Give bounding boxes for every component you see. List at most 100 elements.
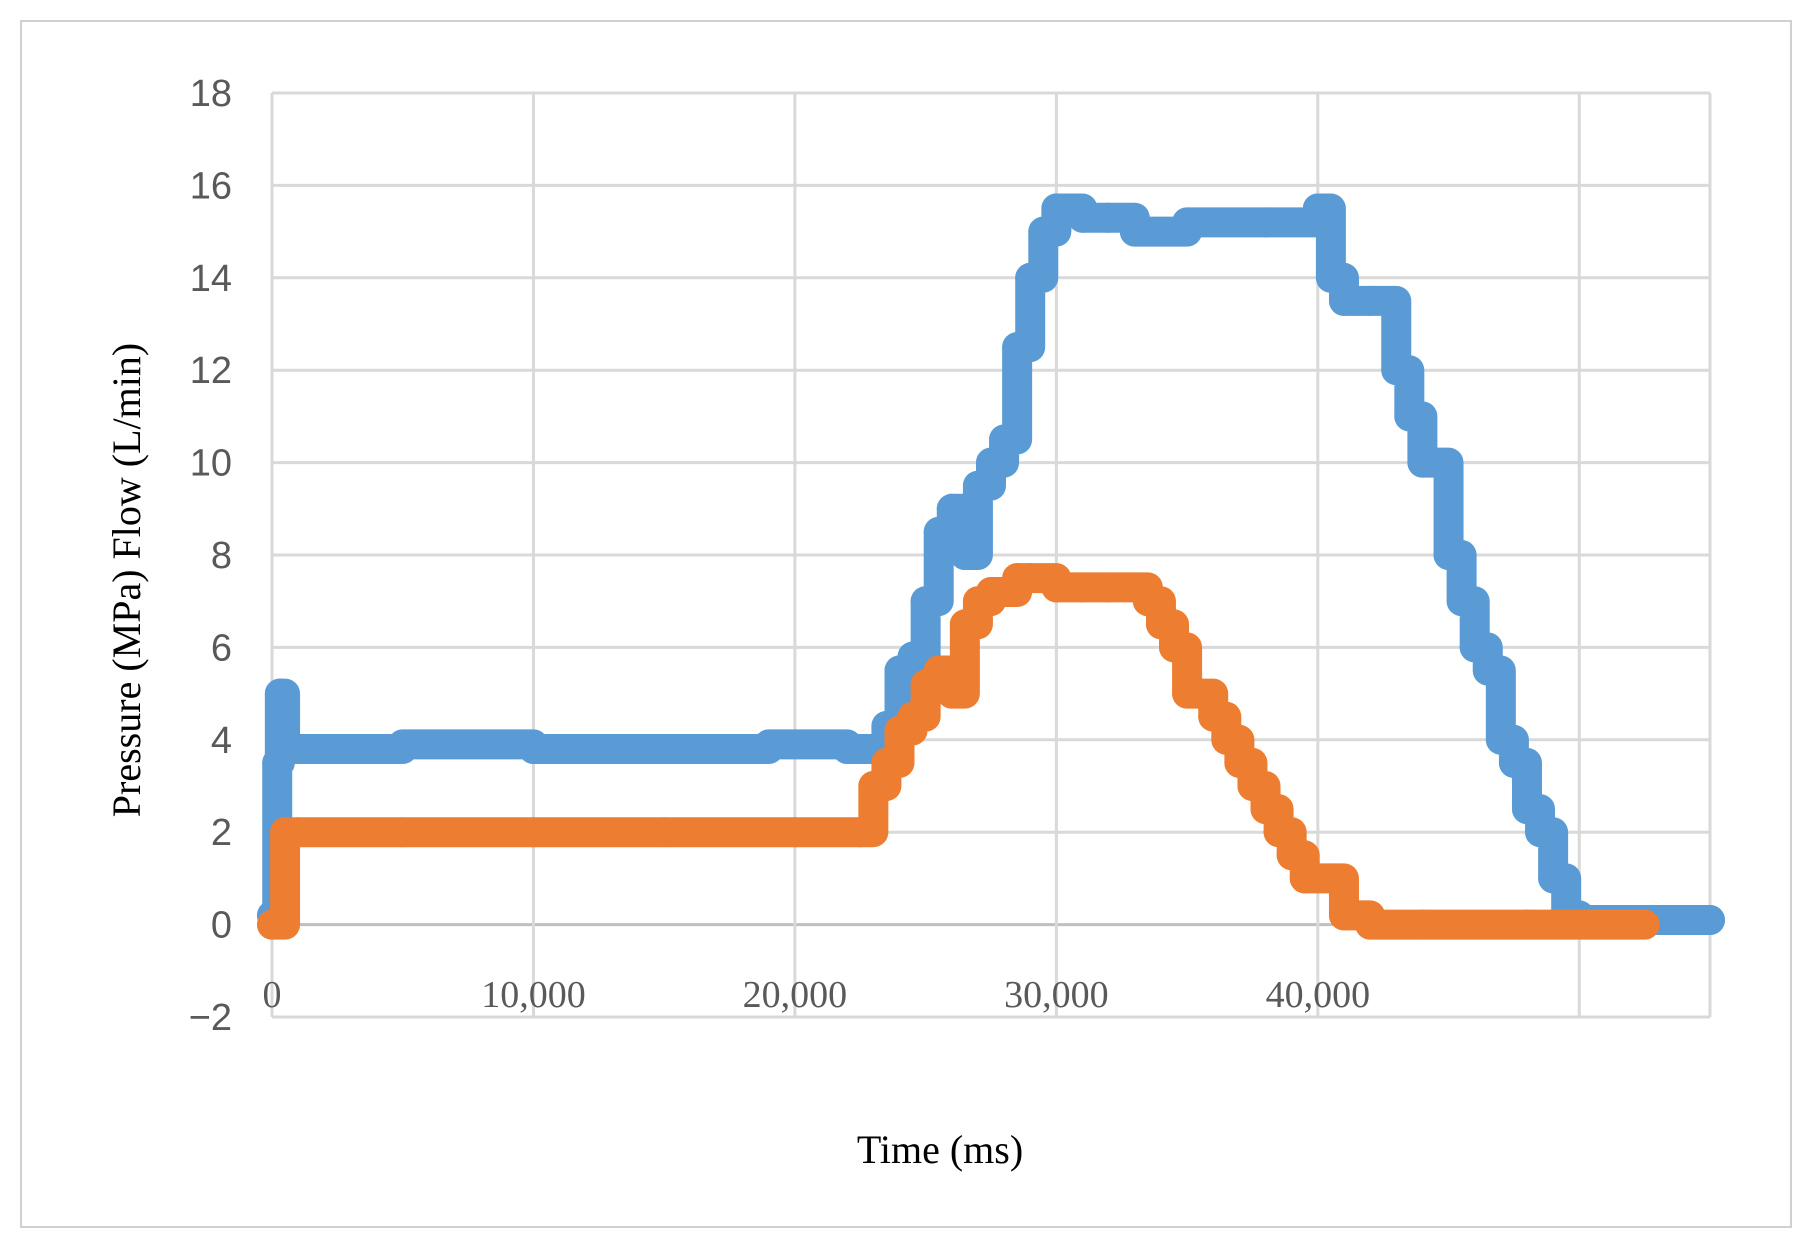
data-point [1250,794,1281,825]
data-point [897,641,928,672]
x-tick-labels: 0 10,000 20,000 30,000 40,000 [263,974,1371,1016]
data-point [1407,447,1438,478]
data-point [518,817,549,848]
data-point [1525,817,1556,848]
data-point [1015,262,1046,293]
data-point [1119,216,1150,247]
data-point [264,678,295,709]
data-point [1185,678,1216,709]
data-point [1002,332,1033,363]
data-point [1381,355,1412,386]
y-tick-label: 0 [211,905,232,947]
data-point [1629,909,1660,940]
data-point [1015,563,1046,594]
y-tick-label: 8 [211,535,232,577]
data-point [1355,285,1386,316]
data-point [1695,904,1725,935]
data-point [1355,909,1386,940]
data-point [1067,202,1098,233]
data-point [1394,401,1425,432]
data-point [1302,193,1333,224]
data-point [1172,207,1203,238]
data-point [897,701,928,732]
data-point [1041,193,1072,224]
y-tick-label: 16 [190,165,232,207]
data-point [1459,632,1490,663]
data-point [832,734,863,765]
x-tick-label: 20,000 [743,974,848,1016]
data-point [1250,207,1281,238]
data-point [1276,840,1307,871]
data-point [845,817,876,848]
data-point [1237,771,1268,801]
data-point [649,817,680,848]
data-point [923,655,954,686]
data-point [871,747,902,778]
y-tick-label: 12 [190,350,232,392]
y-tick-label: 10 [190,443,232,485]
data-point [1538,863,1569,894]
data-point [1159,632,1190,663]
x-tick-label: 30,000 [1004,974,1109,1016]
data-point [910,586,941,617]
data-point [1315,863,1346,894]
x-tick-label: 40,000 [1266,974,1371,1016]
data-point [1472,655,1503,686]
data-point [1446,586,1477,617]
data-point [387,817,418,848]
data-point [1093,572,1124,603]
data-point [1224,747,1255,778]
x-tick-label: 0 [263,974,282,1016]
data-point [1041,572,1072,603]
y-tick-labels: −2 0 2 4 6 8 10 12 14 16 18 [189,73,232,1039]
data-point [1028,216,1059,247]
data-point [962,470,993,501]
data-point [1485,724,1516,755]
series-line [257,193,1725,935]
data-point [257,909,287,940]
data-point [1328,285,1359,316]
data-point [1263,817,1294,848]
data-point [923,516,954,547]
data-point [649,734,680,765]
data-point [1132,586,1163,617]
data-point [1198,701,1229,732]
data-point [283,817,314,848]
data-point [1407,909,1438,940]
data-point [1511,909,1542,940]
data-point [949,540,980,570]
data-point [858,771,889,801]
series-layer [257,193,1725,940]
y-tick-label: 4 [211,720,232,762]
data-point [1433,540,1464,570]
data-point [936,493,967,524]
data-point [1498,747,1529,778]
data-point [976,447,1006,478]
series-2 [257,563,1660,940]
data-point [949,609,980,640]
data-point [1511,794,1542,825]
data-point [1328,900,1359,931]
y-tick-label: 2 [211,812,232,854]
data-point [283,734,314,765]
data-point [936,678,967,709]
y-tick-label: 14 [190,258,232,300]
data-point [779,817,810,848]
x-axis-title: Time (ms) [857,1127,1023,1172]
data-point [1315,262,1346,293]
y-tick-label: 6 [211,627,232,669]
y-tick-label: 18 [190,73,232,115]
chart-frame [20,20,1792,1228]
data-point [1067,572,1098,603]
data-point [518,734,549,765]
data-point [387,729,418,760]
y-axis-title: Pressure (MPa) Flow (L/min) [104,343,149,817]
data-point [1145,609,1176,640]
data-point [989,424,1020,455]
x-tick-label: 10,000 [481,974,586,1016]
data-point [1211,724,1242,755]
data-point [753,729,784,760]
data-point [1093,202,1124,233]
y-tick-label: −2 [189,997,232,1039]
